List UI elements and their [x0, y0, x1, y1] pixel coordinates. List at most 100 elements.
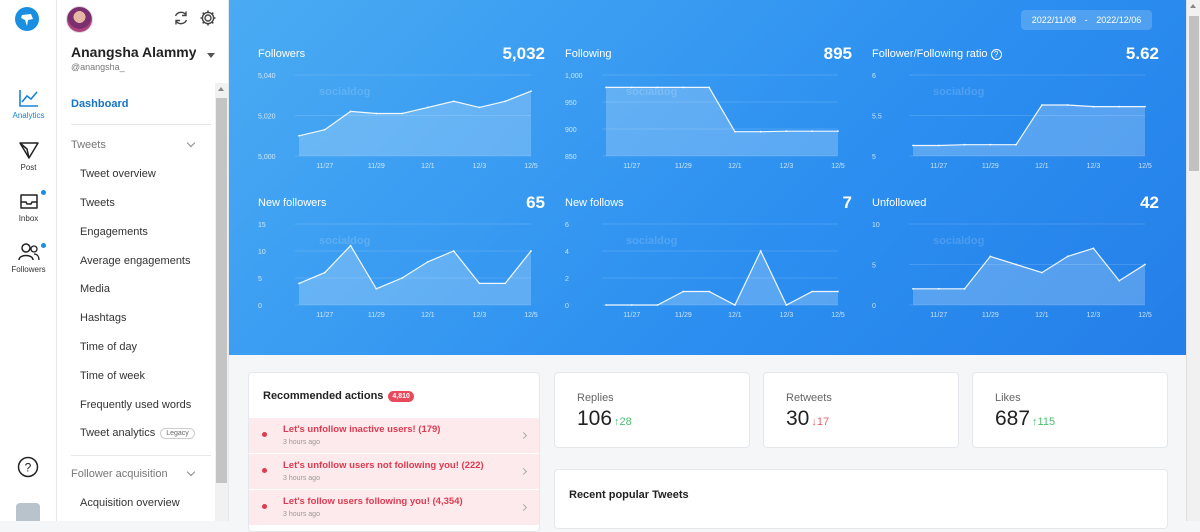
stat-card-retweets: Retweets 30 ↓17: [763, 372, 959, 448]
chart-total: 7: [842, 193, 852, 212]
series-area: [913, 248, 1145, 305]
data-point: [1092, 247, 1095, 250]
x-tick-label: 11/29: [675, 312, 692, 319]
menu-time-of-day[interactable]: Time of day: [80, 341, 138, 353]
menu-engagements[interactable]: Engagements: [80, 226, 148, 238]
x-tick-label: 12/3: [473, 163, 487, 170]
send-icon: [18, 142, 39, 159]
y-tick-label: 4: [565, 249, 569, 256]
account-caret-icon[interactable]: [207, 53, 215, 58]
data-point: [401, 112, 404, 115]
x-tick-label: 12/3: [473, 312, 487, 319]
data-point: [298, 134, 300, 137]
announcement-icon[interactable]: [16, 503, 40, 521]
scroll-up-arrow-icon[interactable]: [218, 87, 224, 91]
x-tick-label: 11/29: [982, 163, 999, 170]
gear-icon[interactable]: [199, 9, 217, 27]
scroll-up-arrow-icon[interactable]: [1190, 4, 1196, 8]
data-point: [298, 282, 300, 285]
chevron-down-icon[interactable]: [186, 138, 196, 148]
menu-dashboard[interactable]: Dashboard: [71, 98, 129, 110]
action-item[interactable]: Let's unfollow users not following you! …: [249, 454, 539, 489]
menu-media[interactable]: Media: [80, 283, 110, 295]
data-point: [375, 287, 378, 290]
series-area: [606, 87, 838, 156]
main-scroll-thumb[interactable]: [1189, 16, 1199, 171]
x-tick-label: 12/3: [780, 312, 794, 319]
data-point: [630, 304, 633, 306]
help-icon[interactable]: ?: [17, 456, 39, 478]
y-tick-label: 0: [565, 303, 569, 310]
stat-delta: ↑115: [1032, 416, 1056, 428]
account-handle: @anangsha_: [71, 62, 125, 72]
x-tick-label: 12/1: [421, 312, 435, 319]
sidebar: Anangsha Alammy... @anangsha_ Dashboard …: [57, 0, 229, 521]
x-tick-label: 12/5: [831, 312, 845, 319]
nav-rail: Analytics Post Inbox Followers ?: [0, 0, 57, 521]
date-range-picker[interactable]: 2022/11/08 - 2022/12/06: [1021, 10, 1152, 30]
menu-group-follower-acquisition[interactable]: Follower acquisition: [71, 468, 168, 480]
y-tick-label: 1,000: [565, 73, 583, 80]
recommended-title: Recommended actions 4,810: [263, 390, 414, 402]
chevron-down-icon[interactable]: [186, 467, 196, 477]
data-point: [1015, 143, 1018, 146]
x-tick-label: 11/29: [675, 163, 692, 170]
x-tick-label: 12/1: [421, 163, 435, 170]
chart-title: New follows: [565, 197, 624, 209]
menu-tweet-overview[interactable]: Tweet overview: [80, 168, 156, 180]
rail-item-followers[interactable]: Followers: [0, 242, 57, 274]
data-point: [733, 130, 736, 133]
menu-time-of-week[interactable]: Time of week: [80, 370, 146, 382]
menu-group-tweets[interactable]: Tweets: [71, 139, 106, 151]
menu-average-engagements[interactable]: Average engagements: [80, 255, 191, 267]
data-point: [811, 130, 814, 133]
date-separator: -: [1084, 15, 1088, 25]
rail-item-inbox[interactable]: Inbox: [0, 191, 57, 223]
action-time: 3 hours ago: [283, 511, 320, 518]
main-scrollbar[interactable]: [1186, 0, 1200, 521]
sidebar-scroll-thumb[interactable]: [216, 98, 227, 483]
recommended-actions-card: Recommended actions 4,810 Let's unfollow …: [248, 372, 540, 532]
help-circle-icon[interactable]: ?: [990, 49, 1002, 60]
menu-tweets[interactable]: Tweets: [80, 197, 115, 209]
avatar[interactable]: [66, 6, 93, 33]
rail-label-analytics: Analytics: [12, 111, 45, 120]
sidebar-scrollbar[interactable]: [215, 83, 228, 521]
popular-title: Recent popular Tweets: [569, 489, 689, 501]
socialdog-logo-icon[interactable]: [14, 6, 40, 32]
menu-hashtags[interactable]: Hashtags: [80, 312, 127, 324]
rail-item-analytics[interactable]: Analytics: [0, 88, 57, 120]
chart-title: Followers: [258, 48, 306, 60]
series-area: [606, 251, 838, 305]
data-point: [1144, 263, 1146, 266]
series-area: [299, 91, 531, 156]
data-point: [349, 244, 352, 247]
refresh-icon[interactable]: [172, 9, 190, 27]
x-tick-label: 11/27: [930, 312, 947, 319]
series-area: [913, 105, 1145, 156]
data-point: [1144, 105, 1146, 108]
menu-frequently-used-words[interactable]: Frequently used words: [80, 399, 192, 411]
data-point: [1015, 263, 1018, 266]
watermark: socialdog: [319, 86, 370, 98]
action-item[interactable]: Let's unfollow inactive users! (179) 3 h…: [249, 418, 539, 453]
x-tick-label: 12/5: [524, 163, 538, 170]
svg-text:?: ?: [25, 461, 32, 475]
menu-acquisition-overview[interactable]: Acquisition overview: [80, 497, 180, 509]
data-point: [1066, 104, 1069, 106]
stat-card-likes: Likes 687 ↑115: [972, 372, 1168, 448]
watermark: socialdog: [933, 235, 984, 247]
menu-tweet-analytics[interactable]: Tweet analytics Legacy: [80, 427, 195, 439]
account-name[interactable]: Anangsha Alammy...: [71, 44, 196, 60]
y-tick-label: 5,040: [258, 73, 276, 80]
rail-item-post[interactable]: Post: [0, 140, 57, 172]
rail-label-followers: Followers: [11, 265, 46, 274]
data-point: [989, 143, 992, 146]
chart-title: Follower/Following ratio?: [872, 48, 1002, 60]
data-point: [605, 304, 607, 306]
action-item[interactable]: Let's follow users following you! (4,354…: [249, 490, 539, 525]
y-tick-label: 6: [565, 222, 569, 229]
rail-label-inbox: Inbox: [18, 214, 39, 223]
x-tick-label: 11/27: [316, 163, 333, 170]
series-line: [298, 244, 532, 290]
